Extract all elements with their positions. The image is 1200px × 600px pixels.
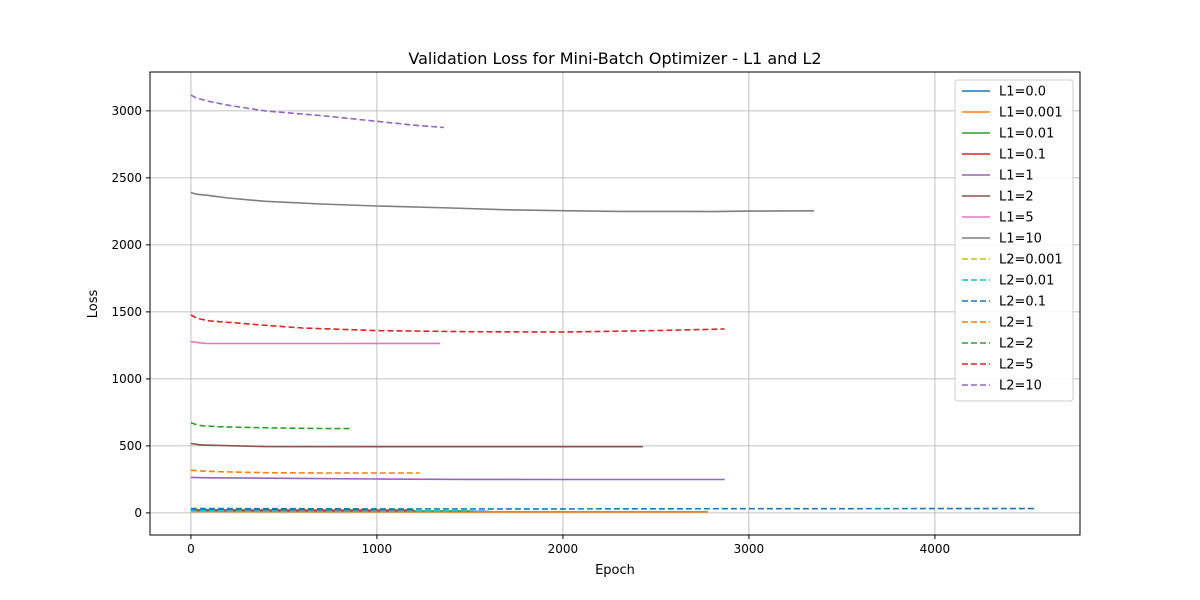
- legend-label: L1=0.1: [999, 148, 1046, 163]
- series-line-11: [190, 469, 420, 474]
- x-tick-label: 4000: [920, 542, 951, 556]
- legend-label: L2=0.01: [999, 274, 1054, 289]
- plot-frame: [149, 71, 1081, 536]
- y-tick-label: 2000: [111, 238, 142, 252]
- legend-label: L1=10: [999, 232, 1042, 247]
- legend-box: [954, 79, 1074, 402]
- y-tick-label: 1500: [111, 305, 142, 319]
- y-tick-label: 0: [134, 506, 142, 520]
- legend: L1=0.0 L1=0.001 L1=0.01 L1=0.1 L1=1 L1=2 L1=5 L…: [954, 79, 1074, 402]
- y-axis-label: Loss: [86, 290, 101, 319]
- legend-label: L2=0.1: [999, 295, 1046, 310]
- legend-label: L1=0.001: [999, 106, 1063, 121]
- legend-label: L1=0.01: [999, 127, 1054, 142]
- x-tick-label: 2000: [548, 542, 579, 556]
- y-tick-label: 2500: [111, 171, 142, 185]
- y-axis: 0 500 1000 1500 2000 2500 3000: [111, 104, 150, 520]
- x-axis: 0 1000 2000 3000 4000: [187, 535, 950, 556]
- series-line-4: [190, 476, 725, 481]
- x-tick-label: 3000: [734, 542, 765, 556]
- legend-label: L2=5: [999, 358, 1034, 373]
- y-tick-label: 500: [119, 439, 142, 453]
- plot-lines: [190, 94, 1036, 513]
- chart-title: Validation Loss for Mini-Batch Optimizer…: [408, 49, 821, 68]
- series-line-14: [190, 94, 444, 129]
- series-line-13: [190, 314, 725, 333]
- legend-label: L1=5: [999, 211, 1034, 226]
- series-line-6: [190, 340, 441, 345]
- legend-label: L2=0.001: [999, 253, 1063, 268]
- grid: [150, 72, 1080, 535]
- x-axis-label: Epoch: [595, 563, 635, 578]
- legend-label: L1=2: [999, 190, 1034, 205]
- series-line-7: [190, 191, 815, 213]
- legend-label: L2=10: [999, 379, 1042, 394]
- legend-label: L1=0.0: [999, 85, 1046, 100]
- legend-label: L2=1: [999, 316, 1034, 331]
- y-tick-label: 1000: [111, 372, 142, 386]
- series-line-5: [190, 442, 643, 448]
- legend-label: L2=2: [999, 337, 1034, 352]
- series-line-12: [190, 422, 351, 430]
- x-tick-label: 0: [187, 542, 195, 556]
- y-tick-label: 3000: [111, 104, 142, 118]
- x-tick-label: 1000: [362, 542, 393, 556]
- legend-label: L1=1: [999, 169, 1034, 184]
